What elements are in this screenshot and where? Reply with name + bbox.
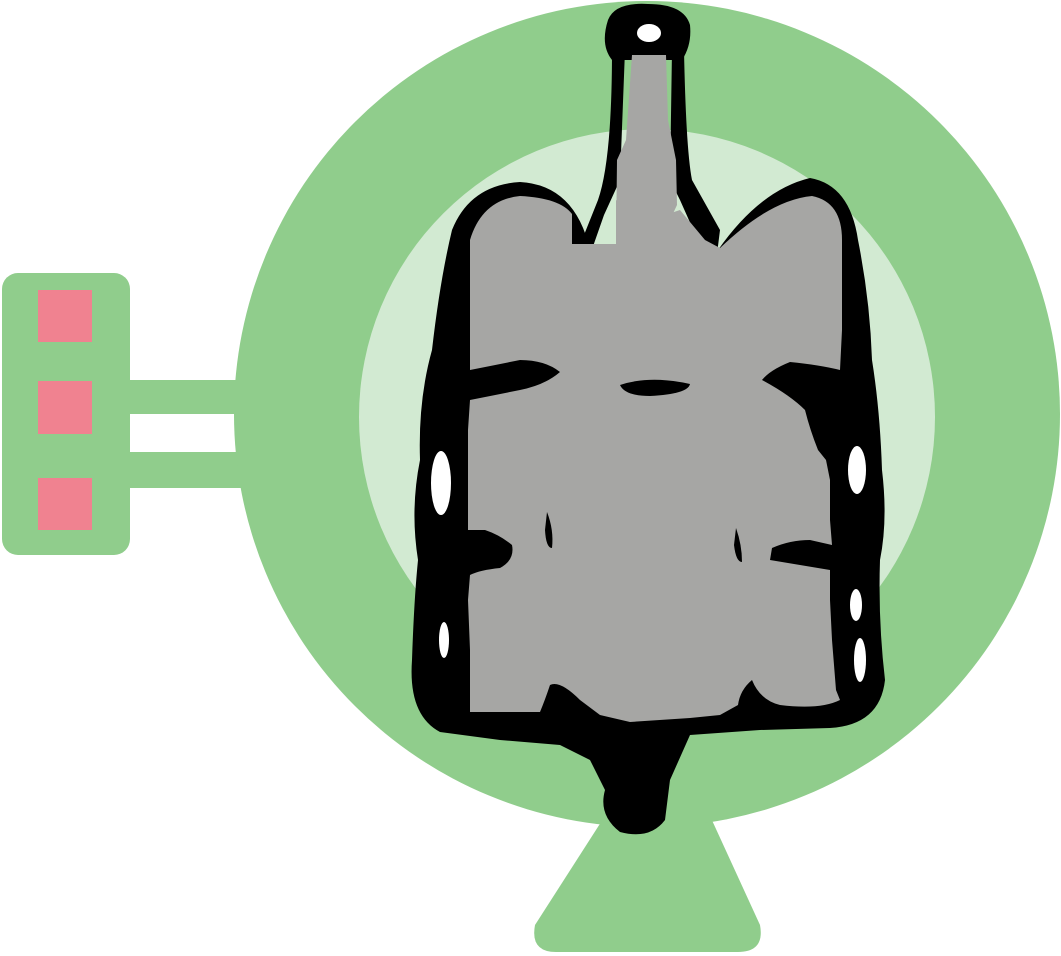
- scanner-stand: [534, 805, 761, 952]
- indicator-light-1: [38, 290, 92, 342]
- torso-details: [545, 379, 742, 797]
- outline-highlights: [431, 24, 866, 682]
- indicator-light-2: [38, 381, 92, 434]
- indicator-light-3: [38, 478, 92, 530]
- torso-body: [468, 55, 842, 722]
